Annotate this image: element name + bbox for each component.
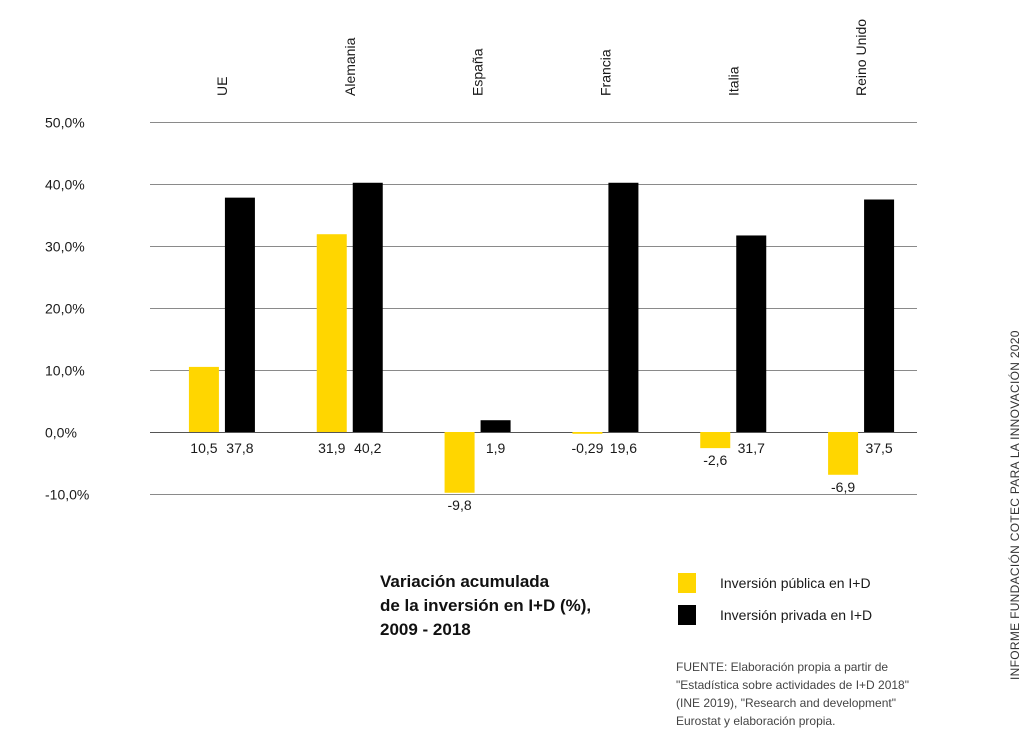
category-labels: UE Alemania España Francia Italia Reino Unido	[214, 19, 869, 96]
bar-public	[700, 432, 731, 449]
source-line-3: (INE 2019), "Research and development"	[676, 696, 896, 710]
legend: Inversión pública en I+D Inversión priva…	[678, 572, 872, 636]
value-labels: 10,5 37,8 31,9 40,2 -9,8 1,9 -0,29 19,6 -2,6 31,7…	[190, 440, 893, 513]
bars	[188, 182, 895, 493]
grid-lines	[150, 122, 917, 495]
bar-private	[864, 199, 895, 432]
value-label-public: -9,8	[448, 497, 472, 513]
category-label: UE	[214, 77, 230, 96]
category-label: Italia	[725, 66, 741, 96]
value-label-public: 31,9	[318, 440, 345, 456]
value-label-public: -2,6	[703, 452, 727, 468]
source-line-1: FUENTE: Elaboración propia a partir de	[676, 660, 889, 674]
bar-chart: 50,0% 40,0% 30,0% 20,0% 10,0% 0,0% -10,0% UE Al…	[45, 19, 917, 513]
source-line-4: Eurostat y elaboración propia.	[676, 714, 836, 728]
bar-public	[444, 432, 475, 493]
y-tick-label: 40,0%	[45, 177, 85, 193]
value-label-private: 37,8	[226, 440, 253, 456]
value-label-private: 31,7	[738, 440, 765, 456]
y-tick-label: 10,0%	[45, 363, 85, 379]
bar-public	[188, 366, 219, 432]
bar-private	[224, 197, 255, 432]
value-label-public: -6,9	[831, 479, 855, 495]
y-tick-label: -10,0%	[45, 487, 89, 503]
bar-public	[828, 432, 859, 475]
legend-item-private: Inversión privada en I+D	[678, 604, 872, 626]
category-label: Francia	[597, 49, 613, 96]
legend-swatch-public	[678, 573, 696, 593]
bar-private	[608, 182, 639, 432]
legend-swatch-private	[678, 605, 696, 625]
legend-label-private: Inversión privada en I+D	[720, 607, 873, 623]
chart-title-line-1: Variación acumulada	[380, 572, 550, 591]
value-label-private: 1,9	[486, 440, 506, 456]
source-line-2: "Estadística sobre actividades de I+D 20…	[676, 678, 909, 692]
bar-public	[316, 234, 347, 432]
value-label-public: 10,5	[190, 440, 217, 456]
value-label-private: 19,6	[610, 440, 637, 456]
y-axis-ticks: 50,0% 40,0% 30,0% 20,0% 10,0% 0,0% -10,0%	[45, 115, 89, 503]
category-label: España	[470, 48, 486, 96]
value-label-public: -0,29	[571, 440, 603, 456]
source-note: FUENTE: Elaboración propia a partir de "…	[676, 658, 976, 730]
y-tick-label: 20,0%	[45, 301, 85, 317]
bar-private	[480, 420, 511, 432]
y-tick-label: 30,0%	[45, 239, 85, 255]
y-tick-label: 50,0%	[45, 115, 85, 131]
chart-title: Variación acumulada de la inversión en I…	[380, 570, 660, 642]
category-label: Alemania	[342, 37, 358, 96]
bar-private	[352, 182, 383, 432]
chart-title-line-3: 2009 - 2018	[380, 620, 471, 639]
side-publication-label: INFORME FUNDACIÓN COTEC PARA LA INNOVACI…	[1008, 330, 1022, 680]
bar-private	[736, 235, 767, 432]
value-label-private: 40,2	[354, 440, 381, 456]
bar-public	[572, 432, 603, 434]
legend-item-public: Inversión pública en I+D	[678, 572, 872, 594]
category-label: Reino Unido	[853, 19, 869, 96]
y-tick-label: 0,0%	[45, 425, 77, 441]
value-label-private: 37,5	[865, 440, 892, 456]
chart-title-line-2: de la inversión en I+D (%),	[380, 596, 592, 615]
legend-label-public: Inversión pública en I+D	[720, 575, 871, 591]
